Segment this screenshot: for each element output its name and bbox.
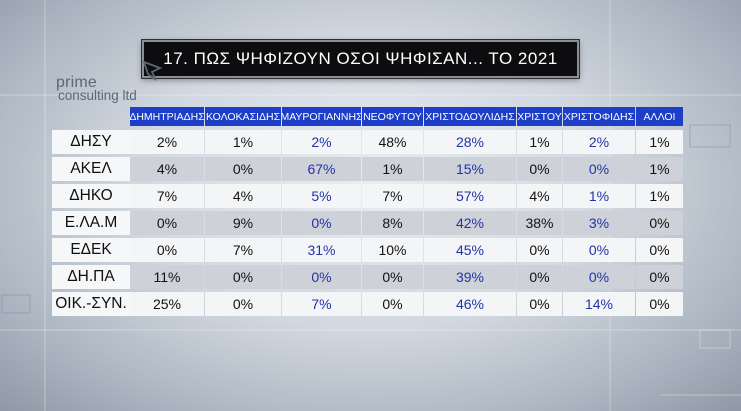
table-cell: 10% bbox=[362, 238, 423, 262]
table-cell: 46% bbox=[424, 292, 516, 316]
table-cell: 0% bbox=[636, 238, 683, 262]
table-cell: 0% bbox=[563, 238, 635, 262]
table-cell: 2% bbox=[563, 130, 635, 154]
table-cell: 7% bbox=[282, 292, 361, 316]
table-cell: 0% bbox=[205, 265, 281, 289]
table-cell: 8% bbox=[362, 211, 423, 235]
table-cell: 1% bbox=[636, 157, 683, 181]
column-header: ΧΡΙΣΤΟΔΟΥΛΙΔΗΣ bbox=[424, 107, 516, 126]
table-cell: 5% bbox=[282, 184, 361, 208]
table-cell: 0% bbox=[362, 265, 423, 289]
table-cell: 1% bbox=[362, 157, 423, 181]
column-header: ΜΑΥΡΟΓΙΑΝΝΗΣ bbox=[282, 107, 361, 126]
column-header: ΝΕΟΦΥΤΟΥ bbox=[362, 107, 423, 126]
row-label: ΟΙΚ.-ΣΥΝ. bbox=[52, 292, 130, 316]
row-label: ΔΗ.ΠΑ bbox=[52, 265, 130, 289]
table-cell: 1% bbox=[636, 130, 683, 154]
table-cell: 31% bbox=[282, 238, 361, 262]
table-cell: 1% bbox=[205, 130, 281, 154]
table-cell: 0% bbox=[130, 211, 204, 235]
logo-mark-icon bbox=[142, 60, 162, 81]
logo-line2: consulting ltd bbox=[58, 88, 137, 103]
table-cell: 0% bbox=[517, 292, 562, 316]
column-header: ΚΟΛΟΚΑΣΙΔΗΣ bbox=[205, 107, 281, 126]
table-cell: 2% bbox=[130, 130, 204, 154]
table-cell: 7% bbox=[362, 184, 423, 208]
table-cell: 0% bbox=[563, 265, 635, 289]
table-cell: 4% bbox=[517, 184, 562, 208]
table-cell: 0% bbox=[517, 265, 562, 289]
table-cell: 45% bbox=[424, 238, 516, 262]
table-cell: 0% bbox=[517, 238, 562, 262]
table-cell: 0% bbox=[563, 157, 635, 181]
table-cell: 39% bbox=[424, 265, 516, 289]
table-cell: 0% bbox=[282, 211, 361, 235]
table-cell: 3% bbox=[563, 211, 635, 235]
table-cell: 9% bbox=[205, 211, 281, 235]
table-cell: 0% bbox=[362, 292, 423, 316]
table-cell: 15% bbox=[424, 157, 516, 181]
row-label: ΔΗΣΥ bbox=[52, 130, 130, 154]
table-cell: 48% bbox=[362, 130, 423, 154]
row-label: ΑΚΕΛ bbox=[52, 157, 130, 181]
row-label: Ε.ΛΑ.Μ bbox=[52, 211, 130, 235]
table-cell: 11% bbox=[130, 265, 204, 289]
table-cell: 28% bbox=[424, 130, 516, 154]
table-cell: 1% bbox=[517, 130, 562, 154]
table-cell: 0% bbox=[636, 265, 683, 289]
page-title: 17. ΠΩΣ ΨΗΦΙΖΟΥΝ ΟΣΟΙ ΨΗΦΙΣΑΝ... ΤΟ 2021 bbox=[142, 40, 579, 78]
table-cell: 0% bbox=[205, 292, 281, 316]
table-cell: 0% bbox=[636, 211, 683, 235]
table-cell: 42% bbox=[424, 211, 516, 235]
table-cell: 7% bbox=[205, 238, 281, 262]
table-cell: 38% bbox=[517, 211, 562, 235]
table-cell: 0% bbox=[130, 238, 204, 262]
table-cell: 25% bbox=[130, 292, 204, 316]
table-cell: 0% bbox=[282, 265, 361, 289]
table-cell: 0% bbox=[205, 157, 281, 181]
column-header: ΔΗΜΗΤΡΙΑΔΗΣ bbox=[130, 107, 204, 126]
table-cell: 7% bbox=[130, 184, 204, 208]
column-header: ΑΛΛΟΙ bbox=[636, 107, 683, 126]
column-header: ΧΡΙΣΤΟΦΙΔΗΣ bbox=[563, 107, 635, 126]
logo-line1: prime bbox=[56, 74, 98, 91]
row-label: ΕΔΕΚ bbox=[52, 238, 130, 262]
table-cell: 4% bbox=[130, 157, 204, 181]
row-label: ΔΗΚΟ bbox=[52, 184, 130, 208]
table-cell: 4% bbox=[205, 184, 281, 208]
prime-consulting-logo: prime consulting ltd bbox=[56, 60, 162, 103]
table-cell: 2% bbox=[282, 130, 361, 154]
column-header: ΧΡΙΣΤΟΥ bbox=[517, 107, 562, 126]
table-cell: 67% bbox=[282, 157, 361, 181]
table-cell: 14% bbox=[563, 292, 635, 316]
table-cell: 1% bbox=[636, 184, 683, 208]
table-cell: 1% bbox=[563, 184, 635, 208]
table-cell: 0% bbox=[517, 157, 562, 181]
table-cell: 57% bbox=[424, 184, 516, 208]
table-cell: 0% bbox=[636, 292, 683, 316]
